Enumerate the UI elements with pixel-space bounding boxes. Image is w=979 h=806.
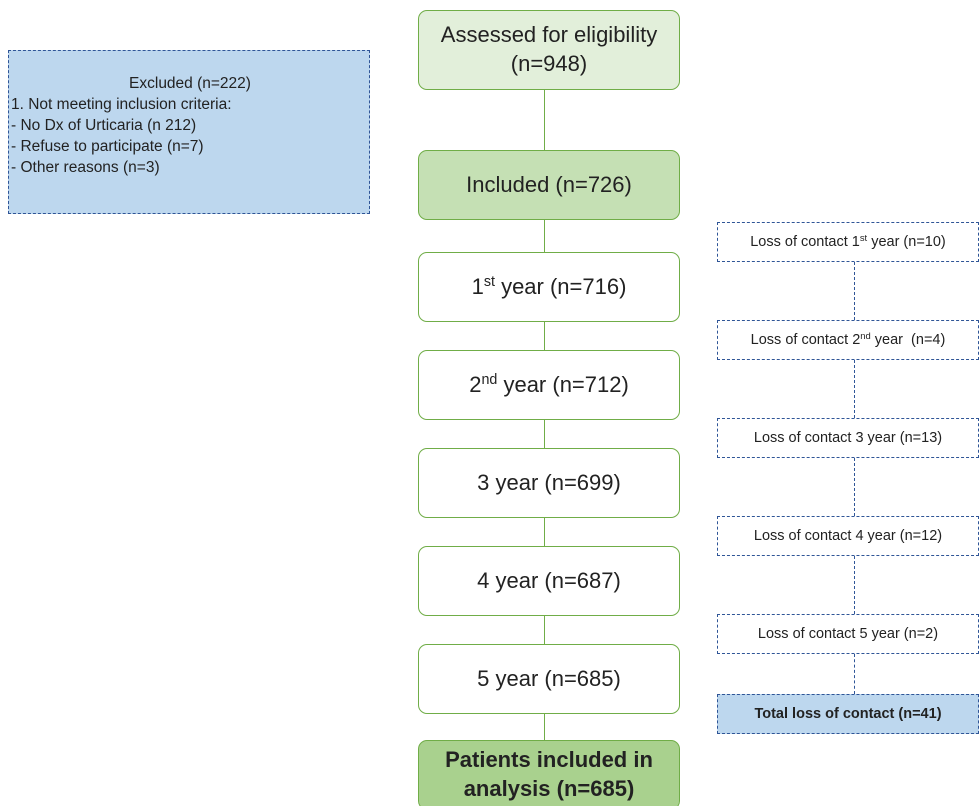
step-box: 2nd year (n=712): [418, 350, 680, 420]
label-text: Assessed for eligibility (n=948): [440, 22, 664, 76]
label-text: Included (n=726): [466, 171, 632, 197]
step-box: 4 year (n=687): [418, 546, 680, 616]
label-text: Loss of contact 4 year (n=12): [753, 528, 943, 544]
connector: [854, 262, 855, 320]
label-text: 2: [469, 371, 482, 397]
step-box: 3 year (n=699): [418, 448, 680, 518]
loss-box: Loss of contact 3 year (n=13): [717, 418, 979, 458]
box-label: 1st year (n=716): [472, 273, 627, 302]
connector: [544, 518, 545, 546]
loss-box: Loss of contact 4 year (n=12): [717, 516, 979, 556]
loss-box: Total loss of contact (n=41): [717, 694, 979, 734]
loss-box: Loss of contact 2nd year (n=4): [717, 320, 979, 360]
loss-box: Loss of contact 1st year (n=10): [717, 222, 979, 262]
box-label: Loss of contact 1st year (n=10): [750, 231, 946, 250]
box-label: Assessed for eligibility (n=948): [433, 21, 665, 78]
label-text: Total loss of contact (n=41): [754, 706, 942, 722]
box-label: 2nd year (n=712): [469, 371, 629, 400]
excluded-line: 1. Not meeting inclusion criteria:: [11, 96, 232, 113]
loss-box: Loss of contact 5 year (n=2): [717, 614, 979, 654]
box-label: Total loss of contact (n=41): [754, 706, 941, 722]
label-text: Loss of contact 5 year (n=2): [757, 626, 939, 642]
label-text: year (n=10): [867, 234, 946, 250]
step-box: 1st year (n=716): [418, 252, 680, 322]
label-text: 1: [471, 273, 484, 299]
step-box: Assessed for eligibility (n=948): [418, 10, 680, 90]
connector: [854, 458, 855, 516]
connector: [854, 654, 855, 694]
connector: [544, 90, 545, 150]
excluded-title: Excluded (n=222): [129, 75, 251, 92]
box-label: Included (n=726): [466, 171, 632, 200]
box-label: 5 year (n=685): [477, 665, 621, 694]
label-text: year (n=716): [494, 273, 627, 299]
superscript: st: [859, 231, 868, 243]
excluded-box: Excluded (n=222) 1. Not meeting inclusio…: [8, 50, 370, 214]
connector: [544, 220, 545, 252]
label-text: Loss of contact 1: [750, 234, 860, 250]
connector: [854, 556, 855, 614]
box-label: Loss of contact 5 year (n=2): [758, 626, 938, 642]
connector: [544, 322, 545, 350]
box-label: Loss of contact 2nd year (n=4): [750, 329, 946, 348]
excluded-line: - Refuse to participate (n=7): [11, 138, 204, 155]
box-label: 3 year (n=699): [477, 469, 621, 498]
step-box: Patients included in analysis (n=685): [418, 740, 680, 806]
box-label: 4 year (n=687): [477, 567, 621, 596]
box-label: Patients included in analysis (n=685): [433, 746, 665, 803]
step-box: 5 year (n=685): [418, 644, 680, 714]
connector: [854, 360, 855, 418]
superscript: nd: [481, 371, 498, 388]
label-text: Patients included in analysis (n=685): [445, 747, 660, 801]
excluded-line: - No Dx of Urticaria (n 212): [11, 117, 197, 134]
excluded-line: - Other reasons (n=3): [11, 159, 160, 176]
label-text: 4 year (n=687): [477, 567, 621, 593]
superscript: st: [483, 273, 495, 290]
connector: [544, 616, 545, 644]
box-label: Loss of contact 3 year (n=13): [754, 430, 942, 446]
label-text: 5 year (n=685): [477, 665, 621, 691]
connector: [544, 714, 545, 740]
label-text: Loss of contact 2: [750, 332, 861, 348]
label-text: year (n=712): [497, 371, 629, 397]
connector: [544, 420, 545, 448]
label-text: year (n=4): [870, 332, 946, 348]
step-box: Included (n=726): [418, 150, 680, 220]
label-text: Loss of contact 3 year (n=13): [753, 430, 943, 446]
label-text: 3 year (n=699): [477, 469, 621, 495]
box-label: Loss of contact 4 year (n=12): [754, 528, 942, 544]
superscript: nd: [860, 329, 871, 341]
